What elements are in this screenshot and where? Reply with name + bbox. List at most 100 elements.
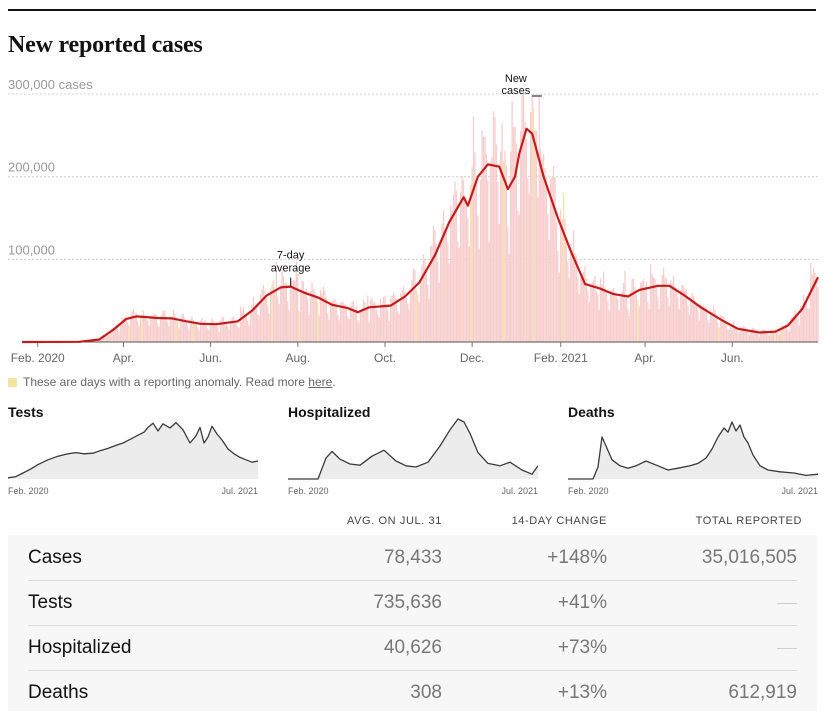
daily-case-bar — [443, 210, 444, 342]
daily-case-bar — [612, 291, 613, 342]
daily-case-bar — [217, 327, 218, 342]
daily-case-bar — [679, 309, 680, 342]
mini-chart-deaths: Deaths Feb. 2020 Jul. 2021 — [568, 401, 818, 501]
daily-case-bar — [664, 277, 665, 342]
daily-case-bar — [337, 315, 338, 342]
daily-case-bar — [357, 320, 358, 342]
daily-case-bar — [810, 262, 811, 342]
daily-case-bar — [366, 310, 367, 342]
daily-case-bar — [593, 280, 594, 342]
daily-case-bar — [359, 322, 360, 342]
mini-start-label: Feb. 2020 — [288, 486, 329, 496]
page-title: New reported cases — [8, 32, 203, 59]
daily-case-bar — [581, 274, 582, 342]
anomaly-swatch — [8, 378, 17, 387]
daily-case-bar — [807, 308, 808, 342]
daily-case-bar — [311, 283, 312, 342]
daily-case-bar — [666, 279, 667, 342]
daily-case-bar — [497, 182, 498, 342]
daily-case-bar — [464, 196, 465, 342]
daily-case-bar — [329, 320, 330, 342]
top-rule — [8, 9, 816, 11]
daily-case-bar — [160, 316, 161, 342]
daily-case-bar — [657, 297, 658, 342]
daily-case-bar — [626, 298, 627, 342]
read-more-link[interactable]: here — [308, 375, 332, 389]
daily-case-bar — [639, 306, 640, 342]
daily-case-bar — [207, 328, 208, 342]
daily-case-bar — [524, 122, 525, 342]
daily-case-bar — [729, 330, 730, 342]
daily-case-bar — [469, 246, 470, 342]
daily-case-bar — [158, 327, 159, 342]
daily-case-bar — [624, 271, 625, 342]
daily-case-bar — [544, 168, 545, 342]
daily-case-bar — [491, 157, 492, 342]
daily-case-bar — [521, 94, 522, 342]
daily-case-bar — [391, 296, 392, 342]
daily-case-bar — [747, 332, 748, 342]
daily-case-bar — [680, 290, 681, 342]
daily-case-bar — [344, 304, 345, 342]
daily-case-bar — [197, 327, 198, 342]
daily-case-bar — [736, 327, 737, 342]
daily-case-bar — [433, 226, 434, 342]
daily-case-bar — [176, 318, 177, 342]
daily-case-bar — [137, 321, 138, 342]
daily-case-bar — [506, 166, 507, 342]
daily-case-bar — [604, 289, 605, 342]
daily-case-bar — [709, 323, 710, 342]
daily-case-bar — [579, 294, 580, 342]
daily-case-bar — [706, 308, 707, 342]
daily-case-bar — [383, 297, 384, 342]
daily-case-bar — [619, 310, 620, 342]
daily-case-bar — [209, 330, 210, 342]
daily-case-bar — [553, 166, 554, 342]
daily-case-bar — [667, 297, 668, 342]
daily-case-bar — [241, 311, 242, 342]
daily-case-bar — [331, 300, 332, 342]
daily-case-bar — [730, 326, 731, 342]
daily-case-bar — [630, 291, 631, 342]
x-tick-label: Jun. — [721, 351, 744, 365]
daily-case-bar — [677, 298, 678, 342]
daily-case-bar — [567, 262, 568, 342]
daily-case-bar — [301, 281, 302, 342]
daily-case-bar — [456, 191, 457, 342]
daily-case-bar — [396, 299, 397, 342]
daily-case-bar — [168, 326, 169, 342]
daily-case-bar — [609, 310, 610, 342]
daily-case-bar — [519, 215, 520, 342]
daily-case-bar — [560, 210, 561, 342]
daily-case-bar — [700, 303, 701, 342]
daily-case-bar — [267, 306, 268, 342]
row-change: +13% — [558, 682, 607, 704]
daily-case-bar — [727, 329, 728, 342]
daily-case-bar — [779, 334, 780, 342]
mini-start-label: Feb. 2020 — [568, 486, 609, 496]
mini-title: Hospitalized — [288, 404, 370, 420]
daily-case-bar — [601, 285, 602, 342]
daily-case-bar — [696, 303, 697, 342]
daily-case-bar — [243, 307, 244, 342]
daily-case-bar — [509, 254, 510, 342]
daily-case-bar — [246, 315, 247, 342]
annotation-label: cases — [502, 85, 531, 97]
daily-case-bar — [737, 331, 738, 342]
daily-case-bar — [536, 131, 537, 342]
daily-case-bar — [280, 287, 281, 342]
daily-case-bar — [187, 326, 188, 342]
row-avg: 78,433 — [384, 547, 442, 569]
daily-case-bar — [613, 288, 614, 342]
daily-case-bar — [283, 276, 284, 342]
daily-case-bar — [719, 327, 720, 342]
daily-case-bar — [539, 94, 540, 342]
mini-end-label: Jul. 2021 — [501, 486, 538, 496]
daily-case-bar — [530, 112, 531, 342]
daily-case-bar — [290, 289, 291, 342]
daily-case-bar — [559, 273, 560, 342]
daily-case-bar — [463, 180, 464, 342]
daily-case-bar — [734, 327, 735, 342]
table-row: Tests 735,636 +41% — [28, 580, 797, 626]
sparkline-area — [288, 419, 538, 479]
